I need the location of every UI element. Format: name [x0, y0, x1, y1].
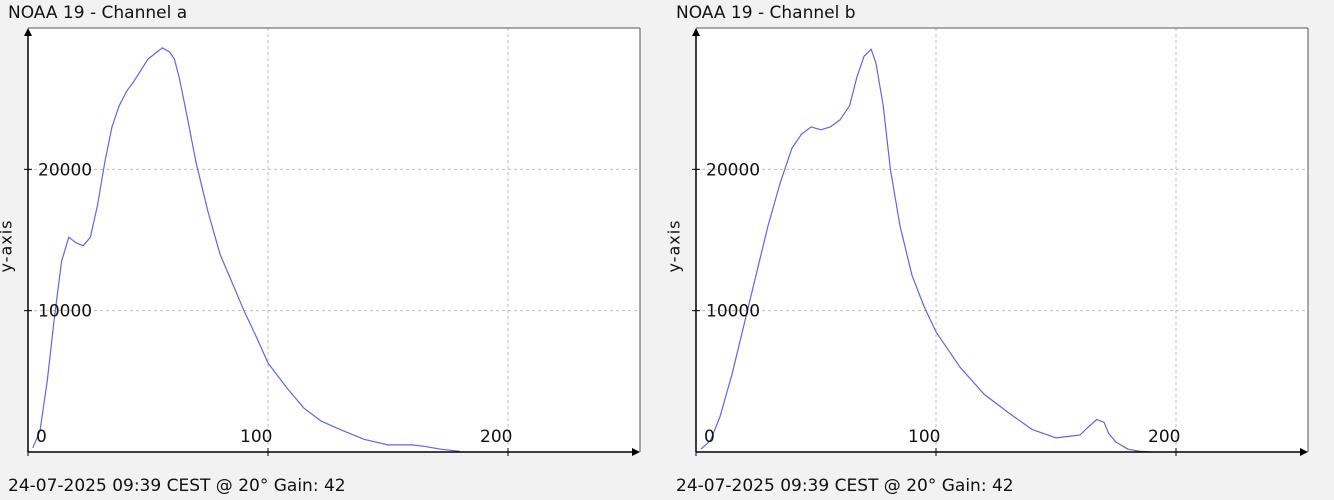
y-tick-label: 10000 [706, 302, 760, 322]
x-axis-arrow [632, 448, 640, 456]
line-chart-channel-a: 0 100 200 10000 20000 [24, 27, 641, 456]
x-tick-label: 0 [704, 427, 715, 447]
x-tick-label: 100 [240, 427, 272, 447]
x-tick-label: 100 [908, 427, 940, 447]
x-tick-label: 0 [36, 427, 47, 447]
chart-title: NOAA 19 - Channel b [676, 3, 856, 23]
plot-area [696, 28, 1308, 452]
y-axis-arrow [692, 28, 700, 36]
chart-title: NOAA 19 - Channel a [8, 3, 188, 23]
x-axis-arrow [1300, 448, 1308, 456]
y-tick-label: 20000 [38, 160, 92, 180]
chart-footer: 24-07-2025 09:39 CEST @ 20° Gain: 42 [676, 476, 1014, 496]
line-chart-channel-b: 0 100 200 10000 20000 [692, 27, 1309, 456]
y-tick-label: 20000 [706, 160, 760, 180]
y-axis-arrow [24, 28, 32, 36]
y-tick-label: 10000 [38, 302, 92, 322]
series-line [700, 48, 1153, 453]
chart-footer: 24-07-2025 09:39 CEST @ 20° Gain: 42 [8, 476, 346, 496]
x-tick-label: 200 [480, 427, 512, 447]
plot-area [28, 28, 640, 452]
x-tick-label: 200 [1148, 427, 1180, 447]
chart-panel-channel-a: NOAA 19 - Channel a y-axis 0 100 200 10000 2… [0, 0, 641, 500]
series-line [32, 47, 461, 452]
chart-panel-channel-b: NOAA 19 - Channel b y-axis 0 100 200 10000 2… [665, 0, 1309, 500]
